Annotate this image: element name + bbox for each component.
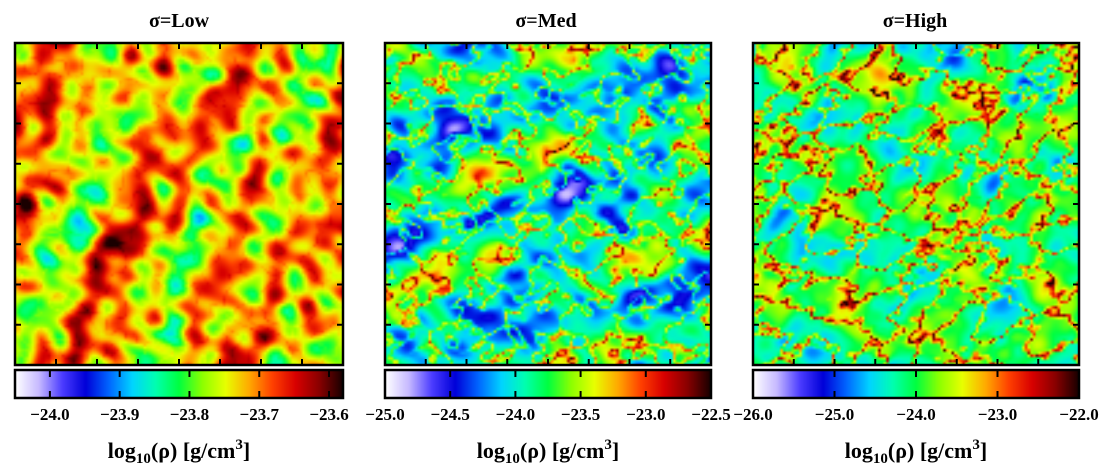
- colorbar-tick-label: −26.0: [733, 405, 772, 424]
- panel-med: σ=Med −25.0 −24.5 −24.0 −23.5 −23.0 −22.5 log…: [365, 10, 730, 467]
- panel-low: σ=Low −24.0 −23.9 −23.8 −23.7 −23.6 log10(ρ)…: [13, 10, 349, 467]
- colorbar-frame: [13, 368, 345, 400]
- panel-title: σ=High: [883, 10, 948, 32]
- colorbar-tick-label: −23.5: [561, 405, 600, 424]
- frame-ticks: [753, 43, 1079, 365]
- density-map: [385, 43, 711, 365]
- panel-title: σ=Low: [149, 10, 210, 32]
- heatmap: [751, 41, 1081, 367]
- panel-title: σ=Med: [515, 10, 576, 32]
- colorbar-tick-label: −23.6: [309, 405, 348, 424]
- colorbar: −25.0 −24.5 −24.0 −23.5 −23.0 −22.5 log10(ρ) …: [365, 368, 731, 467]
- colorbar-ticks: −26.0 −25.0 −24.0 −23.0 −22.0: [733, 370, 1099, 424]
- colorbar-tick-label: −25.0: [815, 405, 854, 424]
- colorbar-tick-label: −24.0: [496, 405, 535, 424]
- colorbar-tick-label: −23.7: [240, 405, 280, 424]
- heatmap: [383, 41, 713, 367]
- colorbar-tick-label: −23.0: [626, 405, 665, 424]
- colorbar: −26.0 −25.0 −24.0 −23.0 −22.0 log10(ρ) [g/cm…: [733, 368, 1099, 467]
- frame-ticks: [15, 43, 343, 365]
- colorbar-label: log10(ρ) [g/cm3]: [108, 437, 250, 467]
- colorbar-ticks: −24.0 −23.9 −23.8 −23.7 −23.6: [30, 370, 349, 424]
- colorbar-tick-label: −23.8: [170, 405, 209, 424]
- density-map: [753, 43, 1079, 365]
- colorbar-label: log10(ρ) [g/cm3]: [845, 437, 987, 467]
- colorbar-tick-label: −23.0: [978, 405, 1017, 424]
- colorbar-tick-label: −22.0: [1059, 405, 1098, 424]
- colorbar-tick-label: −24.0: [30, 405, 69, 424]
- colorbar-tick-label: −24.5: [430, 405, 469, 424]
- colorbar-tick-label: −24.0: [896, 405, 935, 424]
- frame-ticks: [385, 43, 711, 365]
- colorbar: −24.0 −23.9 −23.8 −23.7 −23.6 log10(ρ) [g/cm…: [13, 368, 349, 467]
- colorbar-tick-label: −22.5: [691, 405, 730, 424]
- colorbar-ticks: −25.0 −24.5 −24.0 −23.5 −23.0 −22.5: [365, 370, 731, 424]
- colorbar-frame: [383, 368, 713, 400]
- density-map: [15, 43, 343, 365]
- colorbar-gradient: [15, 370, 343, 398]
- heatmap: [13, 41, 345, 367]
- colorbar-gradient: [385, 370, 711, 398]
- colorbar-tick-label: −25.0: [365, 405, 404, 424]
- colorbar-tick-label: −23.9: [100, 405, 139, 424]
- colorbar-label: log10(ρ) [g/cm3]: [477, 437, 619, 467]
- panel-high: σ=High −26.0 −25.0 −24.0 −23.0 −22.0 log10(ρ…: [733, 10, 1098, 467]
